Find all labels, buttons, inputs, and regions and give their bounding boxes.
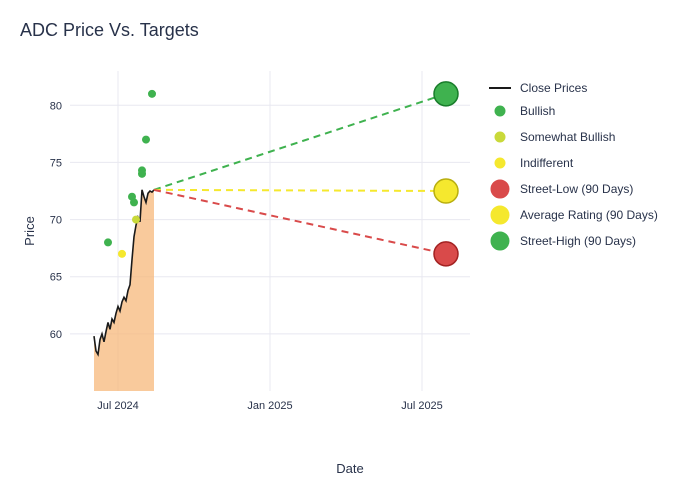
legend-label: Average Rating (90 Days) xyxy=(520,208,658,222)
target-dot-average xyxy=(434,179,458,203)
rating-dot xyxy=(142,136,150,144)
plot-row: 6065707580Jul 2024Jan 2025Jul 2025Price … xyxy=(20,51,680,431)
rating-dot xyxy=(130,198,138,206)
legend-symbol xyxy=(486,179,514,199)
legend-symbol xyxy=(486,231,514,251)
legend-item: Street-Low (90 Days) xyxy=(486,179,680,199)
y-tick-label: 75 xyxy=(50,157,62,169)
legend-label: Somewhat Bullish xyxy=(520,130,615,144)
rating-dot xyxy=(118,250,126,258)
x-tick-label: Jul 2025 xyxy=(401,400,443,412)
legend-label: Street-High (90 Days) xyxy=(520,234,636,248)
legend-symbol xyxy=(486,205,514,225)
y-tick-label: 80 xyxy=(50,100,62,112)
x-tick-label: Jan 2025 xyxy=(247,400,292,412)
chart-title: ADC Price Vs. Targets xyxy=(20,20,680,41)
plot-area: 60 65 70 75 80 Jul 2024 Jan 2025 Jul 2025 Price xyxy=(20,51,480,431)
legend-symbol xyxy=(486,81,514,95)
projection-line-street-low xyxy=(154,190,446,254)
legend-symbol xyxy=(486,127,514,147)
legend-label: Indifferent xyxy=(520,156,573,170)
legend-item: Average Rating (90 Days) xyxy=(486,205,680,225)
projection-line-street-high xyxy=(154,94,446,190)
target-dot-street-low xyxy=(434,242,458,266)
legend-item: Street-High (90 Days) xyxy=(486,231,680,251)
rating-dot xyxy=(148,90,156,98)
legend-symbol xyxy=(486,101,514,121)
legend-label: Street-Low (90 Days) xyxy=(520,182,633,196)
rating-dot xyxy=(104,238,112,246)
legend: Close Prices Bullish Somewhat Bullish Indif… xyxy=(480,51,680,431)
y-tick-label: 70 xyxy=(50,215,62,227)
legend-label: Bullish xyxy=(520,104,555,118)
target-dot-street-high xyxy=(434,82,458,106)
legend-item: Indifferent xyxy=(486,153,680,173)
rating-dot xyxy=(138,166,146,174)
chart-container: ADC Price Vs. Targets 60 65 70 75 80 Jul 2024… xyxy=(0,0,700,500)
legend-item: Somewhat Bullish xyxy=(486,127,680,147)
chart-svg: 60 65 70 75 80 Jul 2024 Jan 2025 Jul 2025 Price xyxy=(20,51,480,431)
y-tick-label: 65 xyxy=(50,272,62,284)
legend-symbol xyxy=(486,153,514,173)
x-axis-label: Date xyxy=(336,461,363,476)
legend-label: Close Prices xyxy=(520,81,587,95)
legend-item: Close Prices xyxy=(486,81,680,95)
x-tick-label: Jul 2024 xyxy=(97,400,139,412)
y-axis-label: Price xyxy=(22,216,37,246)
projection-line-average xyxy=(154,190,446,191)
legend-item: Bullish xyxy=(486,101,680,121)
y-tick-label: 60 xyxy=(50,329,62,341)
rating-dot xyxy=(132,216,140,224)
